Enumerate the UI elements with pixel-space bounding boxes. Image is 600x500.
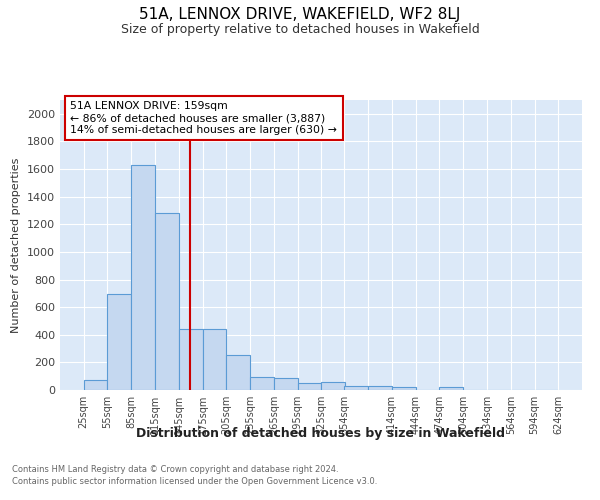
Bar xyxy=(203,329,226,390)
Text: Size of property relative to detached houses in Wakefield: Size of property relative to detached ho… xyxy=(121,22,479,36)
Bar xyxy=(84,380,107,390)
Y-axis label: Number of detached properties: Number of detached properties xyxy=(11,158,22,332)
Bar xyxy=(226,355,250,390)
Bar xyxy=(439,387,463,390)
Text: 51A LENNOX DRIVE: 159sqm
← 86% of detached houses are smaller (3,887)
14% of sem: 51A LENNOX DRIVE: 159sqm ← 86% of detach… xyxy=(70,102,337,134)
Bar xyxy=(368,386,392,390)
Bar xyxy=(131,165,155,390)
Text: 51A, LENNOX DRIVE, WAKEFIELD, WF2 8LJ: 51A, LENNOX DRIVE, WAKEFIELD, WF2 8LJ xyxy=(139,8,461,22)
Bar xyxy=(392,387,416,390)
Text: Contains public sector information licensed under the Open Government Licence v3: Contains public sector information licen… xyxy=(12,477,377,486)
Bar xyxy=(155,212,179,390)
Text: Contains HM Land Registry data © Crown copyright and database right 2024.: Contains HM Land Registry data © Crown c… xyxy=(12,466,338,474)
Bar xyxy=(344,386,368,390)
Bar xyxy=(250,377,274,390)
Bar xyxy=(322,382,345,390)
Bar xyxy=(179,329,203,390)
Bar xyxy=(107,294,131,390)
Text: Distribution of detached houses by size in Wakefield: Distribution of detached houses by size … xyxy=(137,428,505,440)
Bar xyxy=(274,378,298,390)
Bar xyxy=(298,383,322,390)
